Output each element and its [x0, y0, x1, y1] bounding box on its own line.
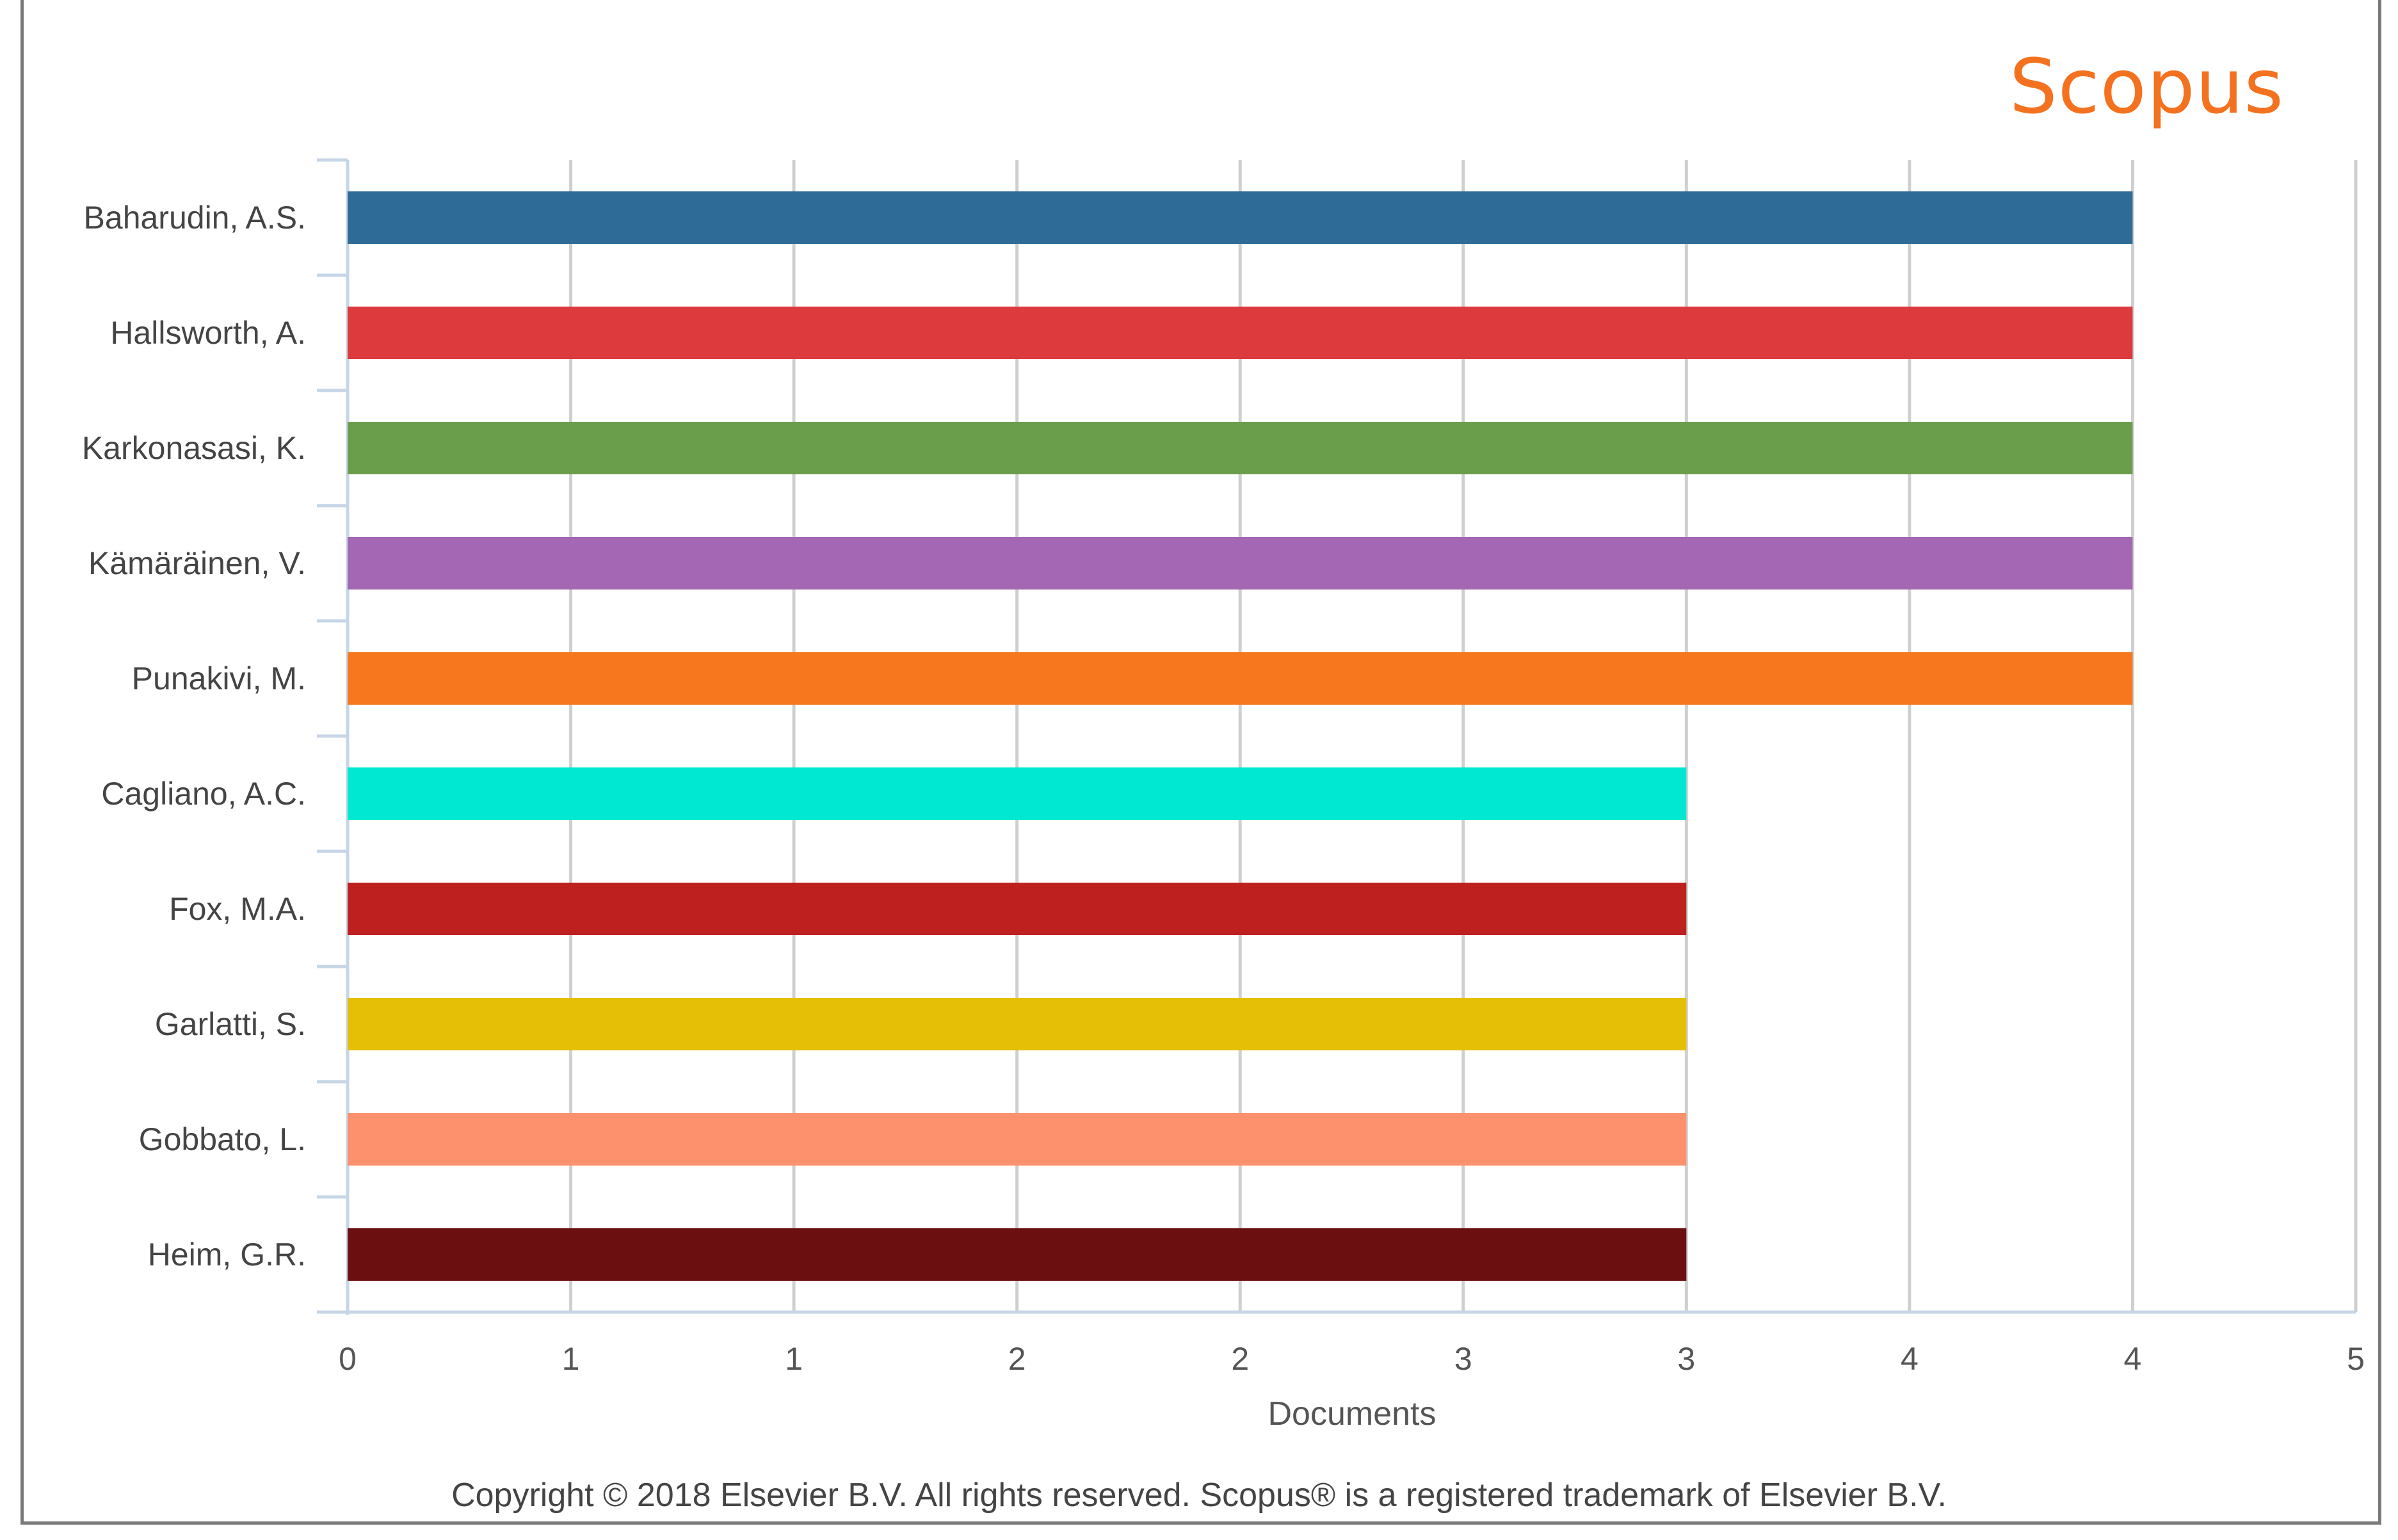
x-tick-label-0: 0: [339, 1341, 357, 1377]
bar-5: [348, 767, 1687, 820]
x-axis-tick-labels: 0 1 1 2 2 3 3 4 4 5: [339, 1341, 2365, 1377]
x-tick-label-2: 1: [785, 1341, 803, 1377]
y-label-7: Garlatti, S.: [155, 1006, 306, 1042]
y-label-8: Gobbato, L.: [139, 1121, 306, 1157]
bar-9: [348, 1228, 1687, 1281]
y-label-3: Kämäräinen, V.: [88, 545, 306, 581]
x-tick-label-5: 3: [1454, 1341, 1472, 1377]
copyright-notice: Copyright © 2018 Elsevier B.V. All right…: [451, 1477, 1947, 1514]
bar-7: [348, 998, 1687, 1050]
x-axis-title: Documents: [1268, 1395, 1436, 1432]
chart-frame: [20, 0, 2381, 1525]
bars: [348, 191, 2133, 1281]
bar-2: [348, 422, 2133, 474]
bar-3: [348, 537, 2133, 590]
y-label-9: Heim, G.R.: [148, 1237, 306, 1272]
bar-1: [348, 307, 2133, 359]
x-tick-label-3: 2: [1008, 1341, 1026, 1377]
y-label-4: Punakivi, M.: [132, 661, 306, 696]
y-label-2: Karkonasasi, K.: [82, 430, 306, 466]
y-label-1: Hallsworth, A.: [110, 315, 306, 351]
x-tick-label-9: 5: [2347, 1341, 2365, 1377]
y-label-6: Fox, M.A.: [169, 891, 306, 927]
bar-8: [348, 1113, 1687, 1166]
x-tick-label-8: 4: [2124, 1341, 2142, 1377]
x-tick-label-6: 3: [1677, 1341, 1695, 1377]
x-tick-label-4: 2: [1231, 1341, 1249, 1377]
x-tick-label-7: 4: [1901, 1341, 1919, 1377]
x-tick-label-1: 1: [562, 1341, 580, 1377]
bar-0: [348, 191, 2133, 244]
y-label-0: Baharudin, A.S.: [84, 200, 306, 236]
y-axis-labels: Baharudin, A.S. Hallsworth, A. Karkonasasi…: [82, 200, 306, 1272]
bar-4: [348, 652, 2133, 705]
scopus-logo: Scopus: [2009, 42, 2284, 131]
bar-6: [348, 883, 1687, 935]
y-label-5: Cagliano, A.C.: [101, 776, 306, 812]
